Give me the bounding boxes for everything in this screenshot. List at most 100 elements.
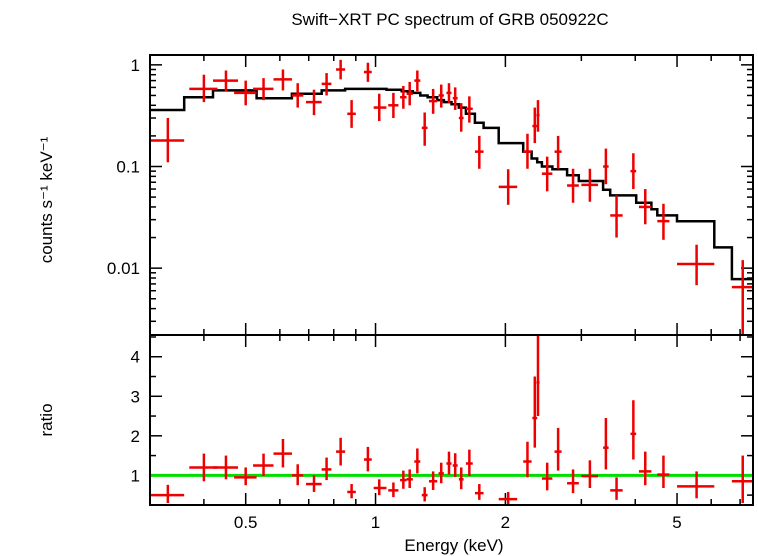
ratio-point-0 (150, 484, 185, 504)
spectrum-point-33 (603, 148, 609, 185)
ratio-tick-label-2: 3 (131, 387, 140, 406)
ratio-point-1 (189, 453, 218, 482)
ratio-point-29 (541, 462, 553, 491)
spectrum-point-17 (421, 112, 428, 146)
spectrum-point-10 (347, 100, 356, 128)
spectrum-point-39 (731, 260, 753, 335)
ratio-point-32 (581, 460, 599, 488)
ratio-point-31 (567, 469, 579, 494)
ratio-panel: 1 2 3 4 (131, 334, 754, 506)
x-axis-label: Energy (keV) (404, 536, 503, 555)
spectrum-point-19 (438, 84, 444, 108)
model-step-line (150, 87, 753, 281)
spectrum-point-16 (414, 70, 421, 92)
spectrum-point-29 (541, 156, 553, 192)
spectrum-point-38 (677, 244, 715, 286)
ratio-point-10 (347, 484, 356, 499)
spectrum-point-14 (400, 85, 407, 109)
spectrum-point-6 (291, 83, 304, 108)
ratio-x-ticks (149, 335, 741, 505)
y-tick-label-1: 0.1 (116, 158, 140, 177)
spectrum-point-20 (446, 83, 452, 104)
spectrum-point-11 (363, 62, 372, 82)
ratio-point-34 (610, 477, 623, 500)
ratio-point-13 (388, 482, 399, 498)
spectrum-point-3 (234, 80, 257, 106)
ratio-point-2 (213, 455, 239, 480)
ratio-point-6 (291, 464, 304, 486)
y-axis-label-ratio: ratio (37, 403, 56, 436)
spectrum-point-8 (321, 73, 332, 96)
x-tick-label-2: 2 (501, 513, 510, 532)
ratio-point-15 (406, 469, 413, 488)
ratio-point-5 (273, 438, 292, 468)
ratio-point-12 (373, 479, 387, 496)
ratio-point-4 (253, 453, 274, 477)
ratio-point-7 (306, 475, 322, 492)
spectrum-data-points (150, 59, 753, 335)
ratio-point-33 (603, 418, 609, 470)
chart-title: Swift−XRT PC spectrum of GRB 050922C (291, 10, 608, 29)
ratio-point-30 (554, 427, 562, 471)
x-tick-labels: 0.5 1 2 5 (234, 513, 682, 532)
ratio-point-36 (638, 451, 652, 486)
ratio-point-37 (657, 455, 670, 488)
model-curve (150, 87, 753, 281)
spectrum-point-9 (336, 59, 346, 80)
spectrum-point-21 (452, 87, 458, 110)
ratio-point-25 (498, 491, 518, 505)
ratio-point-11 (363, 446, 372, 472)
spectrum-x-ticks (149, 55, 741, 335)
ratio-point-14 (400, 470, 407, 489)
spectrum-point-37 (657, 203, 670, 240)
spectrum-point-22 (458, 103, 464, 132)
ratio-point-39 (731, 455, 753, 504)
ratio-point-18 (428, 471, 438, 490)
spectrum-point-24 (474, 135, 484, 169)
spectrum-point-34 (610, 195, 623, 238)
spectrum-point-23 (465, 96, 473, 123)
spectrum-point-25 (498, 169, 518, 205)
ratio-point-24 (474, 484, 484, 500)
spectrum-point-1 (189, 74, 218, 103)
spectrum-point-13 (388, 92, 399, 119)
spectrum-point-30 (554, 135, 562, 169)
ratio-point-28 (536, 335, 540, 417)
ratio-point-20 (446, 451, 452, 475)
spectrum-point-36 (638, 189, 652, 225)
ratio-point-38 (677, 471, 715, 499)
ratio-point-22 (458, 467, 464, 490)
ratio-point-9 (336, 437, 346, 466)
x-tick-label-0: 0.5 (234, 513, 258, 532)
spectrum-point-7 (306, 89, 322, 116)
spectrum-point-28 (536, 100, 540, 132)
ratio-point-35 (630, 400, 637, 460)
ratio-tick-label-3: 4 (131, 348, 140, 367)
ratio-tick-label-0: 1 (131, 466, 140, 485)
spectrum-point-12 (373, 93, 387, 122)
spectrum-point-15 (406, 81, 413, 106)
spectrum-point-31 (567, 168, 579, 203)
ratio-point-26 (523, 441, 532, 478)
spectrum-point-35 (630, 153, 637, 190)
spectrum-point-18 (428, 88, 438, 114)
ratio-point-21 (452, 453, 458, 477)
ratio-point-27 (532, 376, 538, 448)
spectrum-point-5 (273, 69, 292, 91)
ratio-data-points (150, 335, 753, 505)
y-tick-label-2: 0.01 (107, 259, 140, 278)
spectrum-point-32 (581, 168, 599, 202)
spectrum-point-2 (213, 70, 239, 92)
ratio-tick-label-1: 2 (131, 427, 140, 446)
spectrum-point-26 (523, 133, 532, 169)
x-tick-label-3: 5 (672, 513, 681, 532)
spectrum-panel: 1 0.1 0.01 (107, 54, 754, 336)
ratio-point-8 (321, 457, 332, 481)
spectrum-panel-frame (149, 54, 754, 336)
ratio-point-16 (414, 448, 421, 474)
ratio-point-17 (421, 487, 428, 502)
spectrum-point-0 (150, 118, 185, 163)
ratio-point-3 (234, 467, 257, 486)
ratio-point-19 (438, 462, 444, 484)
